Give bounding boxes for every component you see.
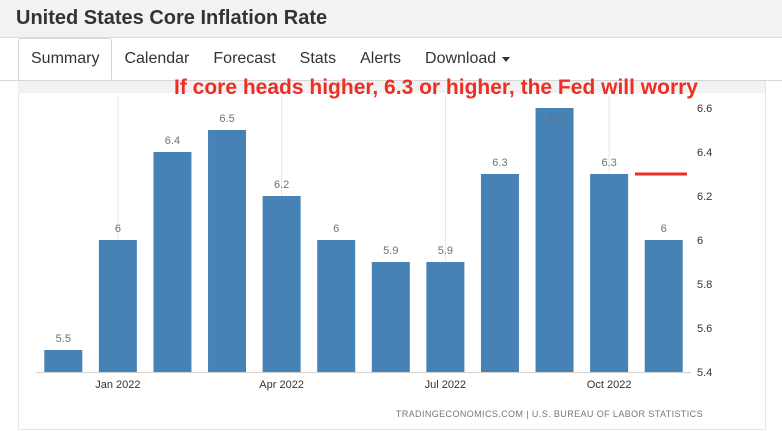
grid-lines [117, 96, 610, 372]
tab-forecast[interactable]: Forecast [213, 50, 276, 67]
bar[interactable] [44, 350, 83, 372]
tab-download-label: Download [425, 50, 497, 67]
bar-series [44, 108, 683, 372]
y-tick-label: 5.4 [697, 367, 712, 379]
bar[interactable] [262, 196, 301, 372]
x-tick-label: Jul 2022 [425, 379, 467, 391]
y-tick-label: 5.8 [697, 279, 712, 291]
page-header: United States Core Inflation Rate [0, 0, 782, 38]
tab-alerts[interactable]: Alerts [360, 50, 402, 67]
x-tick-label: Apr 2022 [259, 379, 304, 391]
x-tick-label: Jan 2022 [95, 379, 140, 391]
y-tick-label: 6.6 [697, 103, 712, 115]
bar[interactable] [480, 174, 519, 372]
tab-bar: Summary Calendar Forecast Stats Alerts D… [18, 38, 522, 80]
bar-value-label: 6.3 [601, 157, 616, 169]
bar-value-labels: 5.5 6 6.4 6.5 6.2 6 5.9 5.9 6.3 6.6 6.3 6 [56, 113, 667, 345]
bar[interactable] [317, 240, 356, 372]
chart-toolbar-strip [18, 81, 765, 93]
bar-value-label: 6 [333, 223, 339, 235]
bar[interactable] [98, 240, 137, 372]
bar[interactable] [426, 262, 465, 372]
bar-value-label: 6.6 [547, 113, 562, 125]
bar[interactable] [535, 108, 574, 372]
tab-calendar[interactable]: Calendar [124, 50, 190, 67]
chart-source: TRADINGECONOMICS.COM | U.S. BUREAU OF LA… [396, 409, 703, 419]
bar[interactable] [590, 174, 629, 372]
y-axis: 5.4 5.6 5.8 6 6.2 6.4 6.6 [697, 103, 712, 379]
x-axis: Jan 2022 Apr 2022 Jul 2022 Oct 2022 [36, 372, 691, 391]
bar[interactable] [371, 262, 410, 372]
bar-value-label: 5.9 [383, 245, 398, 257]
bar[interactable] [153, 152, 192, 372]
bar[interactable] [208, 130, 247, 372]
y-tick-label: 6.2 [697, 191, 712, 203]
caret-down-icon [502, 56, 511, 62]
x-tick-label: Oct 2022 [587, 379, 632, 391]
tab-stats[interactable]: Stats [299, 50, 337, 67]
tab-divider [0, 80, 782, 81]
y-tick-label: 5.6 [697, 323, 712, 335]
bar-value-label: 6.3 [492, 157, 507, 169]
page-title: United States Core Inflation Rate [16, 7, 328, 29]
bar-value-label: 6.4 [165, 135, 180, 147]
tab-summary[interactable]: Summary [18, 38, 113, 80]
chart-annotation: If core heads higher, 6.3 or higher, the… [174, 76, 698, 99]
bar-value-label: 6.2 [274, 179, 289, 191]
bar-value-label: 6 [115, 223, 121, 235]
bar[interactable] [644, 240, 683, 372]
tab-download[interactable]: Download [413, 38, 522, 80]
y-tick-label: 6 [697, 235, 703, 247]
bar-value-label: 6.5 [219, 113, 234, 125]
bar-value-label: 5.9 [438, 245, 453, 257]
y-tick-label: 6.4 [697, 147, 712, 159]
bar-value-label: 6 [661, 223, 667, 235]
bar-value-label: 5.5 [56, 333, 71, 345]
